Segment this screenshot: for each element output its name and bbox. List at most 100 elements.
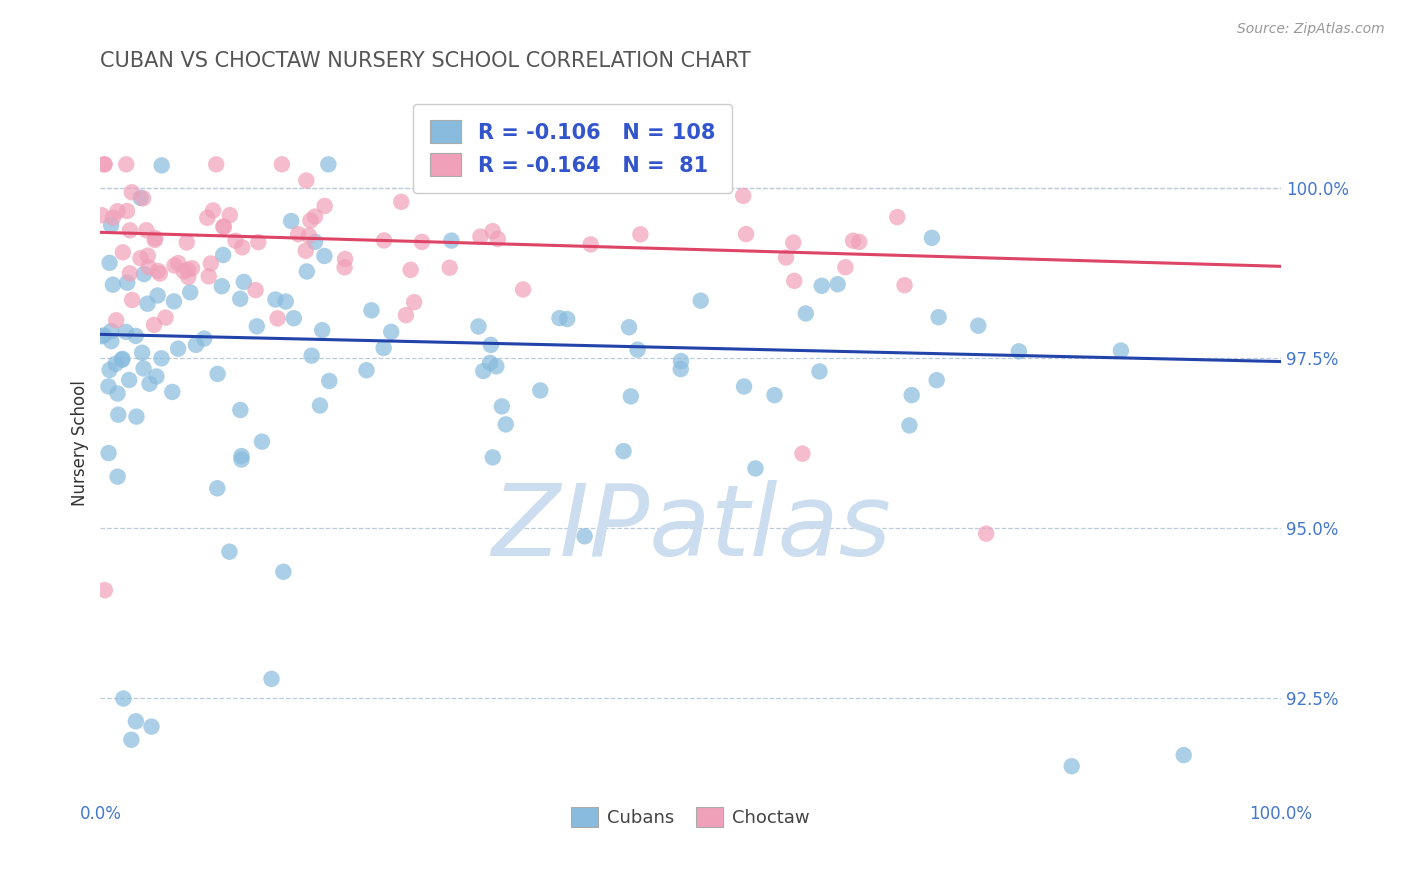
Point bbox=[205, 157, 228, 171]
Point bbox=[131, 346, 153, 360]
Point bbox=[295, 264, 318, 278]
Point bbox=[90, 208, 112, 222]
Point bbox=[1008, 344, 1031, 359]
Point bbox=[472, 364, 495, 378]
Point bbox=[304, 235, 326, 249]
Point bbox=[266, 311, 288, 326]
Point bbox=[270, 157, 292, 171]
Point bbox=[207, 367, 229, 381]
Point bbox=[150, 158, 173, 172]
Point bbox=[176, 235, 198, 250]
Point bbox=[620, 389, 643, 403]
Point bbox=[486, 232, 509, 246]
Point bbox=[93, 328, 115, 343]
Point bbox=[136, 296, 159, 310]
Point bbox=[301, 349, 323, 363]
Point bbox=[125, 329, 148, 343]
Point bbox=[163, 259, 186, 273]
Point bbox=[98, 256, 121, 270]
Point bbox=[155, 310, 177, 325]
Point bbox=[225, 234, 247, 248]
Point bbox=[299, 213, 322, 227]
Point bbox=[808, 364, 831, 378]
Point bbox=[612, 444, 634, 458]
Point bbox=[669, 362, 692, 376]
Point bbox=[202, 203, 225, 218]
Point bbox=[274, 294, 297, 309]
Point bbox=[177, 262, 200, 277]
Point bbox=[143, 233, 166, 247]
Point bbox=[104, 357, 127, 371]
Point bbox=[179, 285, 201, 300]
Point bbox=[129, 191, 152, 205]
Point bbox=[105, 313, 128, 327]
Point bbox=[145, 369, 167, 384]
Point bbox=[827, 277, 849, 292]
Point bbox=[231, 452, 253, 467]
Point bbox=[491, 400, 513, 414]
Point bbox=[404, 295, 426, 310]
Point bbox=[125, 409, 148, 424]
Point bbox=[512, 169, 534, 183]
Point bbox=[105, 204, 128, 219]
Point bbox=[810, 278, 832, 293]
Point bbox=[921, 231, 943, 245]
Point bbox=[373, 341, 395, 355]
Point bbox=[212, 219, 235, 234]
Point bbox=[893, 278, 915, 293]
Point bbox=[628, 227, 651, 242]
Point bbox=[112, 691, 135, 706]
Point bbox=[212, 219, 235, 234]
Point bbox=[886, 210, 908, 224]
Point bbox=[207, 481, 229, 495]
Point bbox=[107, 386, 129, 401]
Point bbox=[167, 256, 190, 270]
Point bbox=[247, 235, 270, 249]
Point bbox=[181, 261, 204, 276]
Point bbox=[967, 318, 990, 333]
Point bbox=[318, 157, 340, 171]
Point bbox=[93, 157, 115, 171]
Point bbox=[149, 267, 172, 281]
Point bbox=[212, 248, 235, 262]
Point bbox=[115, 204, 138, 219]
Point bbox=[775, 251, 797, 265]
Text: CUBAN VS CHOCTAW NURSERY SCHOOL CORRELATION CHART: CUBAN VS CHOCTAW NURSERY SCHOOL CORRELAT… bbox=[100, 51, 751, 70]
Point bbox=[309, 399, 332, 413]
Point bbox=[763, 388, 786, 402]
Point bbox=[98, 363, 121, 377]
Point bbox=[218, 208, 240, 222]
Point bbox=[100, 334, 122, 348]
Point bbox=[115, 325, 138, 339]
Point bbox=[90, 329, 112, 343]
Point bbox=[669, 354, 692, 368]
Point bbox=[389, 194, 412, 209]
Point bbox=[264, 293, 287, 307]
Point bbox=[193, 332, 215, 346]
Point bbox=[440, 234, 463, 248]
Point bbox=[333, 252, 356, 266]
Point bbox=[111, 351, 134, 366]
Point bbox=[173, 264, 195, 278]
Point bbox=[107, 469, 129, 483]
Point bbox=[121, 186, 143, 200]
Point bbox=[111, 352, 134, 367]
Point bbox=[107, 408, 129, 422]
Text: Source: ZipAtlas.com: Source: ZipAtlas.com bbox=[1237, 22, 1385, 37]
Point bbox=[1109, 343, 1132, 358]
Point bbox=[101, 277, 124, 292]
Point bbox=[495, 417, 517, 432]
Point bbox=[481, 450, 503, 465]
Point bbox=[744, 461, 766, 475]
Point bbox=[146, 264, 169, 278]
Point bbox=[245, 283, 267, 297]
Point bbox=[380, 325, 402, 339]
Point bbox=[195, 211, 218, 225]
Point bbox=[146, 288, 169, 302]
Point bbox=[246, 319, 269, 334]
Point bbox=[231, 240, 253, 254]
Point bbox=[1173, 748, 1195, 763]
Point bbox=[733, 379, 755, 393]
Point bbox=[163, 294, 186, 309]
Point bbox=[783, 274, 806, 288]
